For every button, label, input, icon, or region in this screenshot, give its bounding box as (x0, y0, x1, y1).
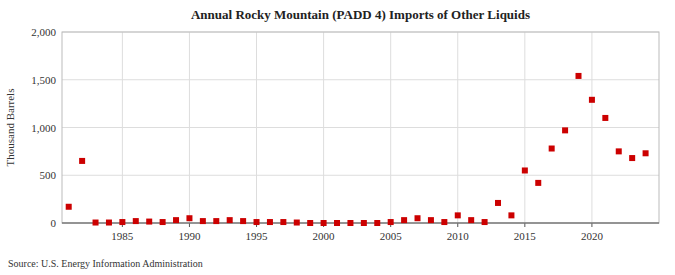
point (455, 212, 461, 218)
x-grid-line (591, 32, 592, 223)
point (280, 219, 286, 225)
point (361, 220, 367, 226)
x-grid-line (323, 32, 324, 223)
point (267, 219, 273, 225)
point (441, 219, 447, 225)
y-grid-line (62, 79, 659, 80)
point (643, 150, 649, 156)
point (522, 167, 528, 173)
x-tick-label: 2020 (581, 230, 604, 242)
point (535, 180, 541, 186)
point (589, 97, 595, 103)
x-tick-label: 2000 (313, 230, 336, 242)
point (562, 127, 568, 133)
point (482, 219, 488, 225)
y-tick-label: 1,500 (31, 74, 56, 86)
x-grid-line (256, 32, 257, 223)
y-tick-label: 0 (51, 217, 57, 229)
point (576, 73, 582, 79)
title: Annual Rocky Mountain (PADD 4) Imports o… (191, 7, 530, 22)
point (616, 148, 622, 154)
points (66, 73, 649, 226)
point (415, 215, 421, 221)
y-tick-label: 2,000 (31, 26, 56, 38)
grid (62, 32, 659, 223)
x-grid-line (189, 32, 190, 223)
point (549, 146, 555, 152)
point (93, 220, 99, 226)
point (401, 217, 407, 223)
x-tick (591, 223, 592, 227)
point (602, 115, 608, 121)
y-grid-line (62, 127, 659, 128)
x-tick-label: 2010 (447, 230, 470, 242)
chart: 0 500 1,000 1,500 2,000 1985 1990 1995 2000 2005 2… (0, 0, 675, 275)
point (227, 217, 233, 223)
point (213, 218, 219, 224)
point (186, 215, 192, 221)
x-grid-line (457, 32, 458, 223)
point (160, 219, 166, 225)
x-tick (189, 223, 190, 227)
y-axis-label: Thousand Barrels (4, 89, 16, 167)
point (119, 219, 125, 225)
point (66, 204, 72, 210)
point (347, 220, 353, 226)
point (106, 220, 112, 226)
source: Source: U.S. Energy Information Administ… (8, 258, 203, 269)
point (294, 220, 300, 226)
x-tick-label: 1990 (178, 230, 201, 242)
point (495, 200, 501, 206)
point (133, 218, 139, 224)
point (254, 219, 260, 225)
point (240, 218, 246, 224)
point (200, 218, 206, 224)
y-grid-line (62, 175, 659, 176)
point (508, 212, 514, 218)
point (146, 219, 152, 225)
point (629, 155, 635, 161)
x-tick-label: 2005 (380, 230, 403, 242)
point (173, 217, 179, 223)
x-tick (457, 223, 458, 227)
y-tick-label: 500 (40, 169, 57, 181)
point (468, 217, 474, 223)
point (79, 158, 85, 164)
x-tick-label: 2015 (514, 230, 537, 242)
x-tick-label: 1995 (246, 230, 269, 242)
x-grid-line (390, 32, 391, 223)
point (334, 220, 340, 226)
x-grid-line (122, 32, 123, 223)
plot-frame (62, 32, 659, 223)
x-tick (524, 223, 525, 227)
point (321, 220, 327, 226)
point (374, 220, 380, 226)
point (428, 217, 434, 223)
x-grid-line (524, 32, 525, 223)
point (307, 220, 313, 226)
point (388, 219, 394, 225)
y-tick-label: 1,000 (31, 122, 56, 134)
x-tick-label: 1985 (111, 230, 134, 242)
